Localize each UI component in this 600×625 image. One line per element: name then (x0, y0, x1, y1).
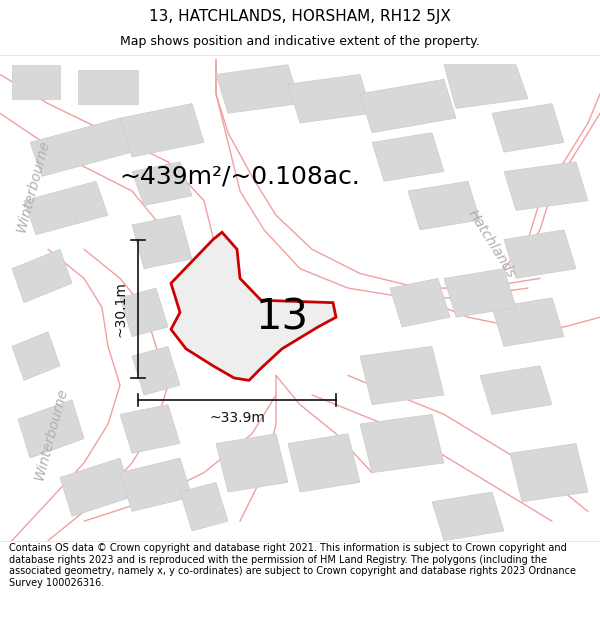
Polygon shape (30, 118, 132, 176)
Text: ~33.9m: ~33.9m (209, 411, 265, 425)
Text: 13: 13 (256, 296, 308, 338)
Polygon shape (360, 346, 444, 404)
Polygon shape (360, 414, 444, 472)
Polygon shape (132, 162, 192, 206)
Polygon shape (60, 458, 132, 516)
Polygon shape (18, 400, 84, 458)
Polygon shape (12, 332, 60, 381)
Text: ~30.1m: ~30.1m (113, 281, 127, 337)
Polygon shape (180, 482, 228, 531)
Polygon shape (78, 69, 138, 104)
Polygon shape (390, 278, 450, 327)
Polygon shape (132, 215, 192, 269)
Polygon shape (492, 104, 564, 152)
Polygon shape (444, 269, 516, 318)
Text: ~439m²/~0.108ac.: ~439m²/~0.108ac. (119, 164, 361, 188)
Text: Map shows position and indicative extent of the property.: Map shows position and indicative extent… (120, 35, 480, 48)
Text: Winterbourne: Winterbourne (32, 386, 70, 481)
Polygon shape (120, 104, 204, 157)
Polygon shape (492, 298, 564, 346)
Polygon shape (372, 132, 444, 181)
Polygon shape (288, 74, 372, 123)
Text: Contains OS data © Crown copyright and database right 2021. This information is : Contains OS data © Crown copyright and d… (9, 543, 576, 588)
Polygon shape (12, 249, 72, 302)
Polygon shape (288, 434, 360, 492)
Polygon shape (24, 181, 108, 234)
Polygon shape (408, 181, 480, 230)
Polygon shape (504, 162, 588, 211)
Polygon shape (12, 65, 60, 99)
Polygon shape (444, 65, 528, 108)
Polygon shape (432, 492, 504, 541)
Polygon shape (120, 288, 168, 337)
Polygon shape (216, 434, 288, 492)
Text: Hatchlands: Hatchlands (466, 208, 518, 281)
Text: Winterbourne: Winterbourne (14, 138, 52, 234)
Text: 13, HATCHLANDS, HORSHAM, RH12 5JX: 13, HATCHLANDS, HORSHAM, RH12 5JX (149, 9, 451, 24)
Polygon shape (171, 232, 336, 381)
Polygon shape (132, 346, 180, 395)
Polygon shape (510, 444, 588, 502)
Polygon shape (360, 79, 456, 132)
Polygon shape (504, 230, 576, 278)
Polygon shape (120, 404, 180, 453)
Polygon shape (120, 458, 192, 511)
Polygon shape (480, 366, 552, 414)
Polygon shape (216, 65, 300, 113)
